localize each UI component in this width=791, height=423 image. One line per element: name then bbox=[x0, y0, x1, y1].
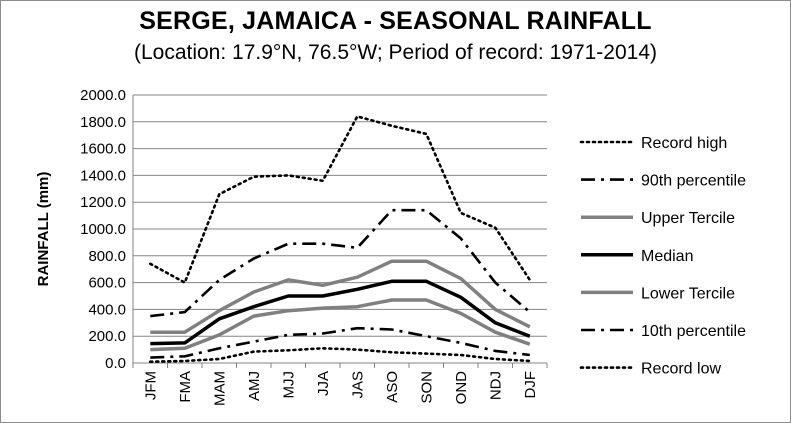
chart-subtitle: (Location: 17.9°N, 76.5°W; Period of rec… bbox=[133, 41, 658, 64]
x-tick-label: JAS bbox=[349, 371, 366, 399]
chart-title: SERGE, JAMAICA - SEASONAL RAINFALL bbox=[139, 7, 652, 35]
x-tick-label: MJJ bbox=[280, 371, 297, 399]
series-line bbox=[149, 115, 532, 284]
legend-label: Median bbox=[641, 248, 693, 265]
legend-label: 90th percentile bbox=[641, 173, 746, 190]
y-tick-label: 800.0 bbox=[88, 248, 126, 265]
x-tick-label: FMA bbox=[177, 371, 194, 403]
x-tick-label: ASO bbox=[384, 371, 401, 403]
y-axis-label: RAINFALL (mm) bbox=[35, 172, 52, 287]
y-tick-label: 1400.0 bbox=[80, 167, 126, 184]
legend-label: Record high bbox=[641, 135, 727, 152]
series-line bbox=[150, 208, 531, 318]
series-line bbox=[150, 298, 531, 352]
legend-label: Record low bbox=[641, 361, 721, 378]
y-tick-label: 600.0 bbox=[88, 275, 126, 292]
series-line bbox=[150, 279, 531, 346]
y-tick-label: 1800.0 bbox=[80, 114, 126, 131]
y-tick-label: 1000.0 bbox=[80, 221, 126, 238]
x-tick-label: JJA bbox=[315, 371, 332, 396]
y-tick-label: 1200.0 bbox=[80, 194, 126, 211]
y-tick-label: 1600.0 bbox=[80, 141, 126, 158]
x-tick-label: NDJ bbox=[487, 371, 504, 400]
x-tick-label: OND bbox=[453, 371, 470, 405]
y-tick-label: 400.0 bbox=[88, 301, 126, 318]
x-tick-label: SON bbox=[418, 371, 435, 404]
legend-label: Upper Tercile bbox=[641, 210, 735, 227]
legend-label: Lower Tercile bbox=[641, 285, 735, 302]
x-tick-label: MAM bbox=[211, 371, 228, 406]
legend-label: 10th percentile bbox=[641, 323, 746, 340]
series-line bbox=[150, 259, 531, 334]
series-line bbox=[149, 346, 532, 364]
y-tick-label: 0.0 bbox=[105, 355, 126, 372]
x-tick-label: JFM bbox=[142, 371, 159, 400]
y-tick-label: 2000.0 bbox=[80, 87, 126, 104]
x-tick-label: AMJ bbox=[246, 371, 263, 401]
x-tick-label: DJF bbox=[522, 371, 539, 399]
series-line bbox=[150, 326, 530, 359]
y-tick-label: 200.0 bbox=[88, 328, 126, 345]
